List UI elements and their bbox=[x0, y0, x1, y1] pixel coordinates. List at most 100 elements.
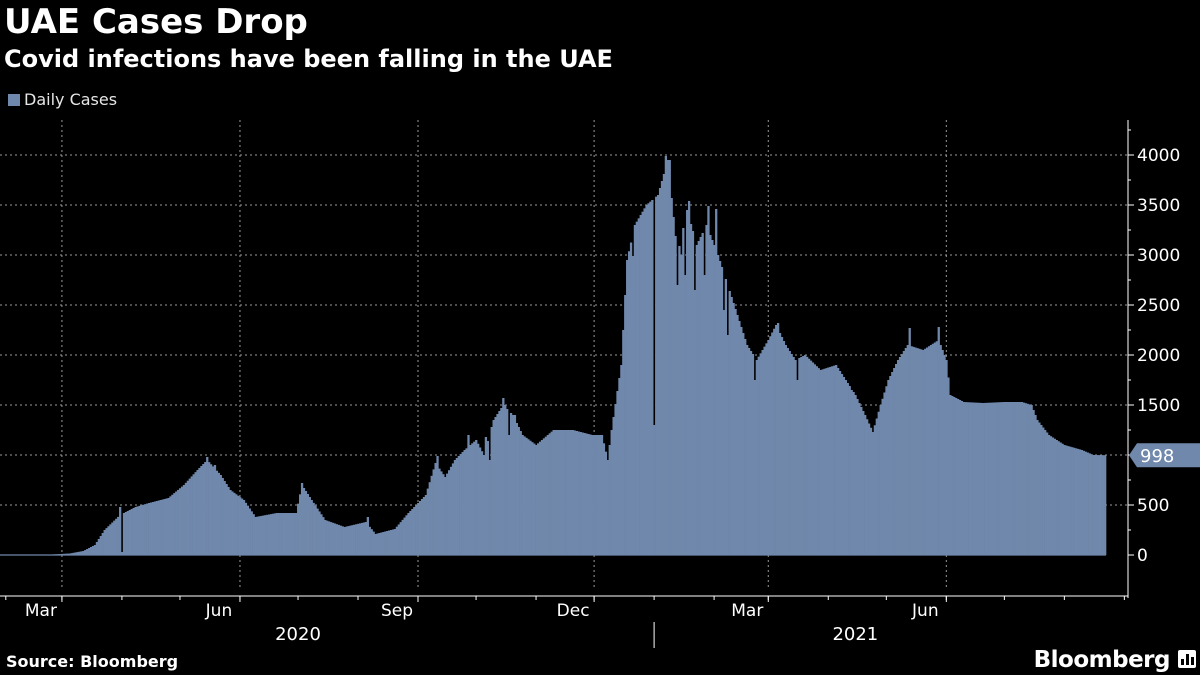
bar bbox=[1061, 443, 1064, 555]
bar bbox=[854, 395, 857, 555]
bar bbox=[471, 443, 474, 555]
bar bbox=[624, 295, 627, 555]
bar bbox=[442, 474, 445, 555]
bar bbox=[800, 357, 803, 555]
bar bbox=[211, 466, 215, 555]
bar bbox=[275, 513, 279, 555]
bar bbox=[763, 346, 766, 555]
bar bbox=[881, 398, 884, 555]
bar bbox=[469, 445, 472, 555]
bar bbox=[64, 553, 68, 555]
bar bbox=[836, 368, 840, 555]
bar bbox=[999, 402, 1002, 555]
bar bbox=[417, 503, 420, 555]
bar bbox=[722, 310, 726, 555]
bar bbox=[140, 505, 143, 555]
bar bbox=[813, 364, 817, 555]
bar bbox=[1051, 437, 1055, 555]
bar bbox=[711, 240, 714, 555]
brand-logo: Bloomberg bbox=[1033, 647, 1171, 673]
bar bbox=[1059, 442, 1062, 555]
bar bbox=[80, 551, 83, 555]
bar bbox=[333, 523, 337, 555]
bar bbox=[326, 520, 329, 555]
bar bbox=[1067, 446, 1070, 555]
bar bbox=[598, 435, 602, 555]
bar bbox=[411, 509, 414, 555]
bar bbox=[308, 497, 311, 555]
bar bbox=[351, 525, 354, 555]
bar bbox=[806, 356, 809, 555]
bar bbox=[807, 358, 811, 555]
bar bbox=[357, 523, 360, 555]
bar bbox=[438, 468, 441, 555]
bar bbox=[904, 348, 907, 555]
bar bbox=[877, 411, 880, 555]
bar bbox=[1076, 448, 1080, 555]
bar bbox=[895, 364, 898, 555]
last-value-label: 998 bbox=[1140, 446, 1174, 467]
bar bbox=[478, 447, 482, 555]
bar bbox=[198, 468, 201, 555]
bar bbox=[219, 475, 222, 555]
bar bbox=[699, 237, 702, 555]
bar bbox=[227, 487, 230, 555]
bar bbox=[964, 402, 967, 555]
bar bbox=[840, 374, 844, 555]
bar bbox=[747, 348, 751, 555]
bar bbox=[784, 345, 788, 555]
bar bbox=[1005, 402, 1008, 555]
bar bbox=[138, 505, 141, 555]
bar bbox=[488, 460, 491, 555]
bar bbox=[440, 471, 443, 555]
bar bbox=[581, 432, 584, 555]
bar bbox=[519, 431, 522, 555]
bar bbox=[420, 499, 424, 555]
bar bbox=[186, 480, 190, 555]
bar bbox=[991, 402, 995, 555]
bar bbox=[1007, 402, 1010, 555]
bar bbox=[316, 508, 319, 555]
bar bbox=[713, 245, 716, 555]
bar bbox=[225, 484, 228, 555]
bar bbox=[860, 407, 863, 555]
bar bbox=[730, 297, 733, 555]
bar bbox=[386, 531, 389, 555]
bar bbox=[782, 341, 786, 555]
bar bbox=[360, 522, 364, 555]
bar bbox=[767, 340, 770, 555]
bar bbox=[486, 441, 489, 555]
bar bbox=[88, 548, 91, 555]
bar bbox=[120, 552, 124, 555]
bar bbox=[415, 505, 418, 555]
bar bbox=[1092, 455, 1095, 555]
bar bbox=[786, 348, 789, 555]
bar bbox=[684, 275, 687, 555]
bar bbox=[858, 403, 861, 555]
bar bbox=[645, 205, 648, 555]
bar bbox=[1096, 455, 1099, 555]
bar bbox=[389, 530, 393, 555]
year-label: 2021 bbox=[832, 624, 878, 645]
bar bbox=[1013, 402, 1016, 555]
bar bbox=[322, 517, 325, 555]
bar bbox=[765, 343, 768, 555]
bar bbox=[107, 526, 110, 555]
bar bbox=[467, 435, 470, 555]
bar bbox=[312, 502, 315, 555]
bar bbox=[368, 526, 371, 555]
bar bbox=[496, 414, 499, 555]
bar bbox=[444, 477, 447, 555]
bar bbox=[252, 514, 255, 555]
bar bbox=[612, 417, 615, 555]
bar bbox=[759, 353, 762, 555]
bar bbox=[589, 434, 592, 555]
bar bbox=[1084, 451, 1087, 555]
bar bbox=[298, 494, 302, 555]
bar bbox=[995, 402, 998, 555]
bar bbox=[852, 392, 855, 555]
bar bbox=[902, 351, 906, 555]
bar bbox=[674, 236, 677, 555]
bar bbox=[821, 369, 824, 555]
bar bbox=[742, 333, 745, 555]
